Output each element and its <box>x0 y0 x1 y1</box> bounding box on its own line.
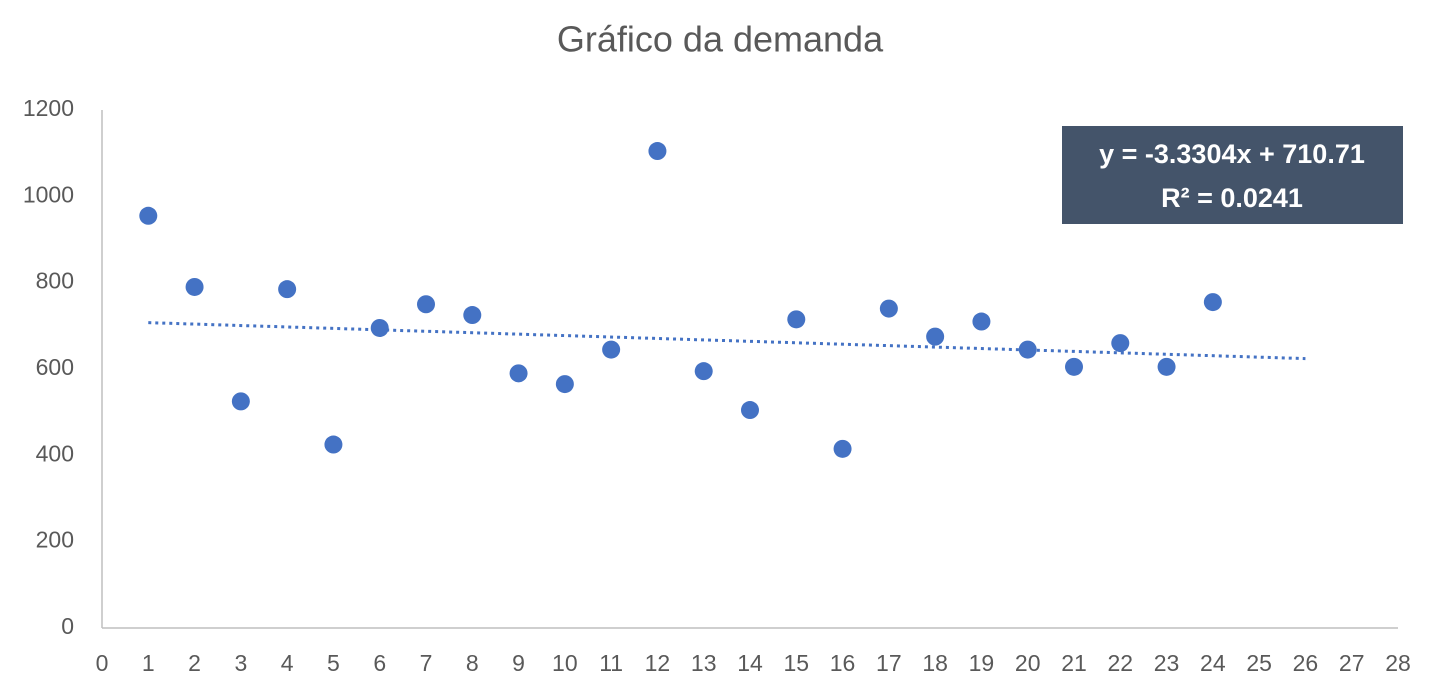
y-tick-label: 1000 <box>23 181 74 207</box>
x-tick-label: 3 <box>234 650 247 676</box>
x-tick-label: 21 <box>1061 650 1087 676</box>
x-tick-label: 17 <box>876 650 902 676</box>
x-tick-label: 12 <box>645 650 671 676</box>
x-tick-label: 2 <box>188 650 201 676</box>
data-point <box>324 435 343 454</box>
data-point <box>509 364 528 383</box>
data-point <box>231 392 250 411</box>
x-tick-label: 4 <box>281 650 294 676</box>
data-point <box>1157 357 1176 376</box>
data-point <box>787 310 806 329</box>
x-tick-label: 19 <box>969 650 995 676</box>
data-point <box>463 306 482 325</box>
x-tick-label: 6 <box>373 650 386 676</box>
x-tick-label: 8 <box>466 650 479 676</box>
x-tick-label: 25 <box>1246 650 1272 676</box>
data-point <box>139 206 158 225</box>
data-point <box>741 401 759 420</box>
x-tick-label: 13 <box>691 650 717 676</box>
x-tick-label: 11 <box>599 650 623 676</box>
y-tick-label: 800 <box>36 268 74 294</box>
x-tick-label: 7 <box>420 650 433 676</box>
data-point <box>1065 357 1083 376</box>
data-point <box>417 295 435 314</box>
data-point <box>602 340 621 359</box>
x-tick-label: 1 <box>142 650 155 676</box>
x-tick-label: 24 <box>1200 650 1226 676</box>
data-point <box>278 280 297 299</box>
x-tick-label: 0 <box>96 650 109 676</box>
x-tick-label: 27 <box>1339 650 1365 676</box>
data-point <box>648 142 667 161</box>
x-tick-label: 20 <box>1015 650 1041 676</box>
x-tick-label: 5 <box>327 650 340 676</box>
equation-box <box>1062 126 1403 224</box>
y-tick-label: 400 <box>36 440 74 466</box>
x-tick-label: 26 <box>1293 650 1319 676</box>
data-point <box>1111 334 1130 353</box>
data-point <box>1018 340 1037 359</box>
data-point <box>1203 293 1222 312</box>
x-tick-label: 14 <box>737 650 763 676</box>
data-point <box>879 299 898 318</box>
y-tick-label: 200 <box>36 527 74 553</box>
equation-label: y = -3.3304x + 710.71 <box>1099 139 1365 169</box>
trendline <box>148 321 1306 361</box>
x-tick-label: 9 <box>512 650 525 676</box>
data-point <box>833 439 852 458</box>
x-tick-label: 28 <box>1385 650 1411 676</box>
x-tick-label: 22 <box>1107 650 1133 676</box>
x-tick-label: 15 <box>783 650 809 676</box>
x-tick-label: 16 <box>830 650 856 676</box>
data-point <box>555 375 574 394</box>
y-tick-label: 1200 <box>23 95 74 121</box>
data-point <box>926 327 945 346</box>
data-point <box>185 277 204 296</box>
y-tick-label: 0 <box>61 613 74 639</box>
data-point <box>370 318 389 337</box>
equation-label: R² = 0.0241 <box>1161 183 1303 213</box>
x-tick-label: 18 <box>922 650 948 676</box>
data-point <box>694 362 713 381</box>
y-tick-label: 600 <box>36 354 74 380</box>
x-tick-label: 23 <box>1154 650 1180 676</box>
data-point <box>972 312 991 331</box>
chart-title: Gráfico da demanda <box>557 19 884 60</box>
x-tick-label: 10 <box>552 650 578 676</box>
